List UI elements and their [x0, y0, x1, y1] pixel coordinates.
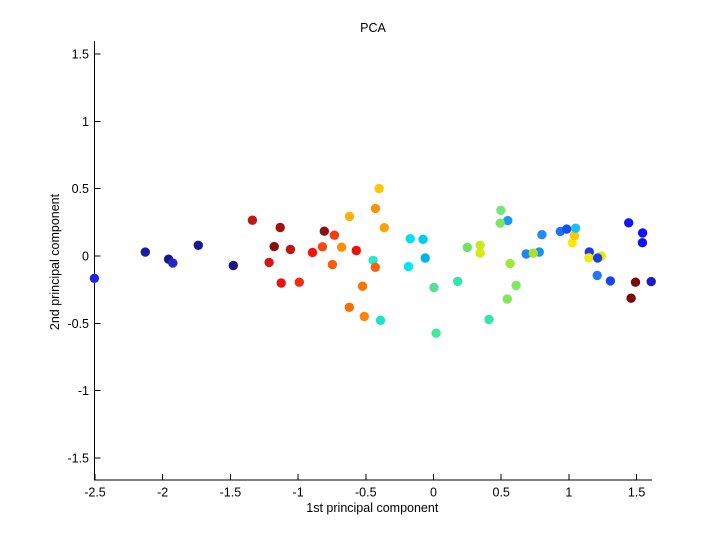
svg-text:PCA: PCA — [360, 21, 386, 35]
svg-text:1st principal component: 1st principal component — [306, 501, 439, 515]
svg-text:-2.5: -2.5 — [84, 486, 106, 500]
svg-text:0.5: 0.5 — [493, 486, 510, 500]
svg-text:1.5: 1.5 — [628, 486, 645, 500]
svg-text:0: 0 — [82, 250, 89, 264]
svg-text:-1.5: -1.5 — [220, 486, 242, 500]
svg-text:0.5: 0.5 — [72, 182, 89, 196]
svg-text:-0.5: -0.5 — [67, 317, 89, 331]
svg-text:-1: -1 — [78, 384, 89, 398]
svg-text:1: 1 — [82, 115, 89, 129]
svg-text:-1: -1 — [293, 486, 304, 500]
svg-text:-0.5: -0.5 — [355, 486, 377, 500]
svg-text:1.5: 1.5 — [72, 48, 89, 62]
svg-text:2nd principal component: 2nd principal component — [48, 193, 62, 330]
svg-text:-2: -2 — [157, 486, 168, 500]
svg-text:0: 0 — [430, 486, 437, 500]
svg-text:-1.5: -1.5 — [67, 452, 89, 466]
svg-text:1: 1 — [565, 486, 572, 500]
